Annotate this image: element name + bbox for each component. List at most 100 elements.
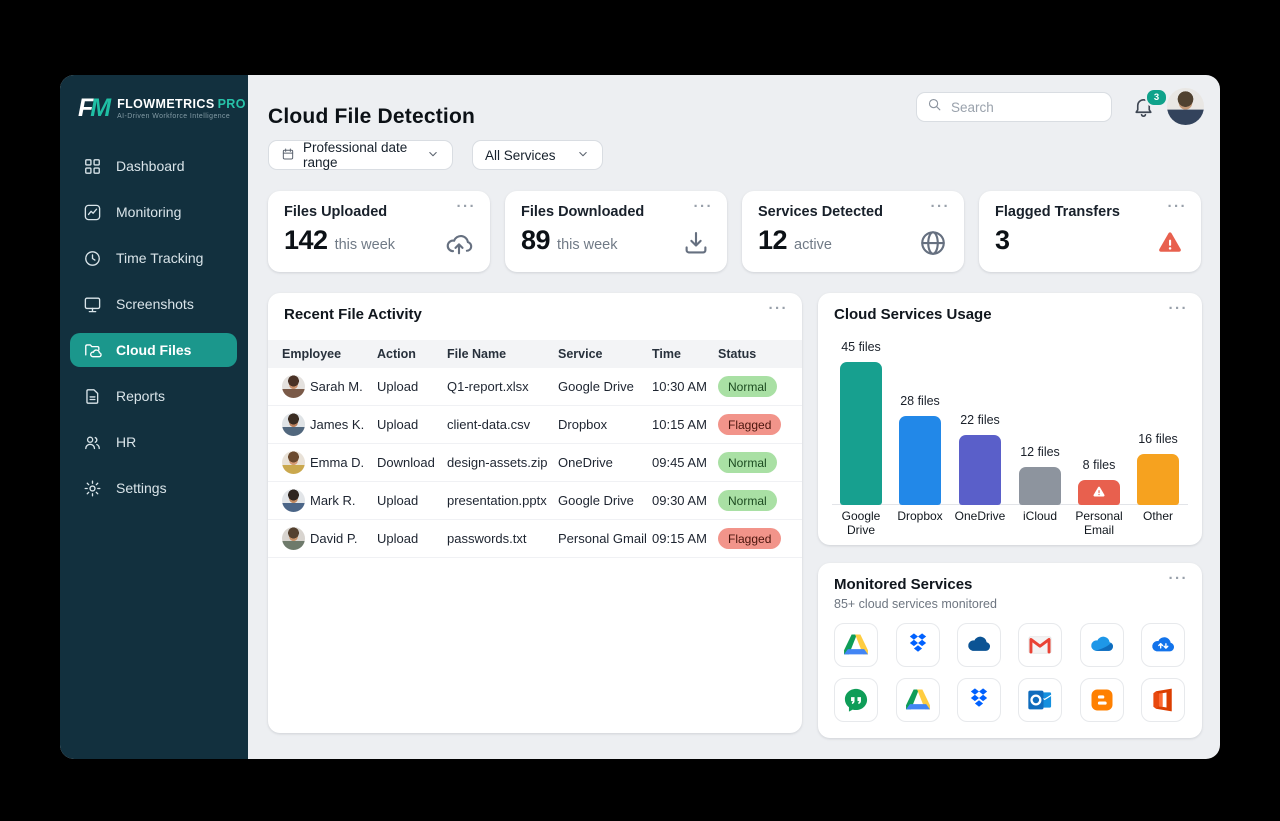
download-icon [681,228,711,258]
cloud-folder-icon [83,341,102,360]
sidebar-item-label: Monitoring [116,204,182,220]
user-avatar[interactable] [1167,88,1204,125]
table-row-sarah-m[interactable]: Sarah M. Upload Q1-report.xlsx Google Drive… [268,368,802,406]
bar-icloud [1019,467,1061,505]
employee-cell: Mark R. [310,493,356,508]
service-tile-onedrive [957,623,1001,667]
sidebar-item-label: Dashboard [116,158,185,174]
employee-avatar [282,413,305,436]
sidebar-item-label: Reports [116,388,166,404]
stat-card-menu-button[interactable]: ··· [1167,198,1187,215]
sidebar-item-label: HR [116,434,137,450]
bar-value-label: 16 files [1138,432,1178,446]
status-badge: Normal [718,376,777,397]
office-icon [1149,686,1177,714]
table-row-mark-r[interactable]: Mark R. Upload presentation.pptx Google Dri… [268,482,802,520]
column-header-status: Status [718,347,757,361]
stat-title: Services Detected [758,204,883,220]
search-input[interactable] [949,98,1101,116]
stat-suffix: active [794,237,832,253]
table-row-david-p[interactable]: David P. Upload passwords.txt Personal Gmai… [268,520,802,558]
cloud-sync-icon [1149,631,1177,659]
action-cell: Upload [377,379,419,394]
brand-tagline: AI-Driven Workforce Intelligence [117,113,231,120]
monitored-title: Monitored Services [834,576,973,593]
employee-cell: James K. [310,417,365,432]
sidebar-item-monitoring[interactable]: Monitoring [70,195,237,229]
sidebar-item-settings[interactable]: Settings [70,471,237,505]
chevron-down-icon [426,147,440,164]
time-cell: 09:30 AM [652,493,707,508]
activity-menu-button[interactable]: ··· [768,300,788,317]
google-drive-icon [842,631,870,659]
status-badge: Normal [718,490,777,511]
sidebar-item-label: Screenshots [116,296,194,312]
cloud-upload-icon [444,228,474,258]
service-tile-onedrive [1080,623,1124,667]
employee-avatar [282,527,305,550]
notifications-button[interactable]: 3 [1132,88,1168,122]
sidebar-item-time-tracking[interactable]: Time Tracking [70,241,237,275]
stat-card-menu-button[interactable]: ··· [930,198,950,215]
monitored-menu-button[interactable]: ··· [1168,570,1188,587]
table-row-james-k[interactable]: James K. Upload client-data.csv Dropbox 10:1… [268,406,802,444]
action-cell: Download [377,455,435,470]
dropbox-icon [904,631,932,659]
sidebar-item-reports[interactable]: Reports [70,379,237,413]
notification-count-badge: 3 [1145,88,1168,107]
onedrive-light-icon [1088,631,1116,659]
service-tile-dropbox [896,623,940,667]
clock-icon [83,249,102,268]
monitor-icon [83,295,102,314]
service-tile-blogger [1080,678,1124,722]
bar-value-label: 22 files [960,413,1000,427]
search-icon [927,97,942,117]
sidebar-item-label: Time Tracking [116,250,204,266]
stat-title: Files Uploaded [284,204,388,220]
sidebar-item-hr[interactable]: HR [70,425,237,459]
stat-title: Files Downloaded [521,204,645,220]
onedrive-dark-icon [965,631,993,659]
bar-category-label: Personal Email [1075,509,1123,538]
status-badge: Flagged [718,414,782,435]
file-name-cell: client-data.csv [447,417,531,432]
service-tile-office [1141,678,1185,722]
sidebar-nav: Dashboard Monitoring Time Tracking Screensh… [70,149,237,517]
sidebar-item-dashboard[interactable]: Dashboard [70,149,237,183]
bar-personal-email [1078,480,1120,505]
chart-menu-button[interactable]: ··· [1168,300,1188,317]
chart-baseline [832,504,1188,505]
date-range-dropdown[interactable]: Professional date range [268,140,453,170]
service-cell: Google Drive [558,493,634,508]
sidebar-item-cloud-files[interactable]: Cloud Files [70,333,237,367]
bar-category-label: Google Drive [841,509,881,538]
employee-avatar [282,489,305,512]
stat-card-menu-button[interactable]: ··· [456,198,476,215]
bar-google-drive [840,362,882,505]
file-name-cell: presentation.pptx [447,493,547,508]
bar-category-label: iCloud [1022,509,1058,523]
calendar-icon [281,147,295,164]
stat-card-files-downloaded: Files Downloaded ··· 89 this week [505,191,727,272]
bar-category-label: Other [1142,509,1173,523]
bar-category-label: OneDrive [954,509,1006,523]
stat-card-services-detected: Services Detected ··· 12 active [742,191,964,272]
brand-pro: PRO [217,97,246,111]
stat-suffix: this week [334,237,396,253]
bell-icon [1132,98,1155,122]
service-cell: Personal Gmail [558,531,647,546]
action-cell: Upload [377,417,419,432]
sidebar-item-screenshots[interactable]: Screenshots [70,287,237,321]
search-box[interactable] [916,92,1112,122]
file-name-cell: passwords.txt [447,531,527,546]
monitoring-icon [83,203,102,222]
stat-card-menu-button[interactable]: ··· [693,198,713,215]
service-tile-google-drive [834,623,878,667]
employee-cell: David P. [310,531,358,546]
chart-title: Cloud Services Usage [834,306,992,323]
service-cell: OneDrive [558,455,613,470]
service-filter-dropdown[interactable]: All Services [472,140,603,170]
sidebar: FM FLOWMETRICS PRO AI-Driven Workforce In… [60,75,248,759]
table-row-emma-d[interactable]: Emma D. Download design-assets.zip OneDrive… [268,444,802,482]
time-cell: 09:15 AM [652,531,707,546]
